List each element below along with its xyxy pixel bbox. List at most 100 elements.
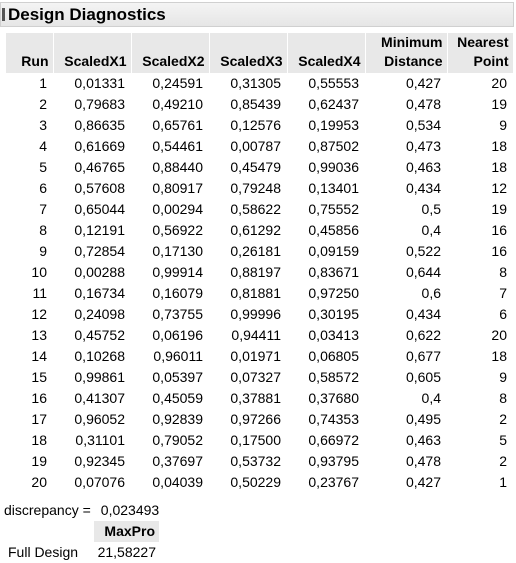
col-header-nearest-point[interactable]: Nearest Point bbox=[447, 33, 514, 73]
nearest-point-cell: 8 bbox=[499, 264, 507, 280]
table-row: 11 0,16734 0,16079 0,81881 0,97250 0,6 7 bbox=[6, 283, 513, 304]
col-header-scaledx2[interactable]: ScaledX2 bbox=[131, 33, 210, 73]
maxpro-value: 21,58227 bbox=[97, 544, 156, 560]
maxpro-header[interactable]: MaxPro bbox=[94, 521, 159, 542]
maxpro-table: MaxPro Full Design 21,58227 bbox=[6, 521, 159, 563]
table-row: 9 0,72854 0,17130 0,26181 0,09159 0,522 16 bbox=[6, 241, 513, 262]
col-header-nearest-line2: Point bbox=[473, 53, 509, 69]
col-header-minimum-line1: Minimum bbox=[381, 34, 443, 50]
table-row: 14 0,10268 0,96011 0,01971 0,06805 0,677 18 bbox=[6, 346, 513, 367]
run-cell: 14 bbox=[31, 348, 47, 364]
run-cell: 20 bbox=[31, 474, 47, 490]
nearest-point-cell: 6 bbox=[499, 306, 507, 322]
scaledx2-cell: 0,37697 bbox=[152, 453, 203, 469]
scaledx1-cell: 0,41307 bbox=[74, 390, 125, 406]
minimum-distance-cell: 0,434 bbox=[405, 180, 441, 196]
nearest-point-cell: 9 bbox=[499, 117, 507, 133]
col-header-run[interactable]: Run bbox=[6, 33, 54, 73]
col-header-scaledx1[interactable]: ScaledX1 bbox=[53, 33, 132, 73]
table-row: 5 0,46765 0,88440 0,45479 0,99036 0,463 18 bbox=[6, 157, 513, 178]
table-header-row: Run ScaledX1 ScaledX2 ScaledX3 ScaledX4 … bbox=[6, 33, 514, 73]
scaledx3-cell: 0,99996 bbox=[230, 306, 281, 322]
nearest-point-cell: 1 bbox=[499, 474, 507, 490]
scaledx2-cell: 0,96011 bbox=[153, 348, 203, 364]
minimum-distance-cell: 0,473 bbox=[405, 138, 441, 154]
col-header-scaledx3[interactable]: ScaledX3 bbox=[209, 33, 288, 73]
scaledx3-cell: 0,97266 bbox=[230, 411, 281, 427]
table-row: 3 0,86635 0,65761 0,12576 0,19953 0,534 9 bbox=[6, 115, 513, 136]
discrepancy-label: discrepancy = bbox=[4, 502, 91, 518]
scaledx3-cell: 0,07327 bbox=[230, 369, 281, 385]
scaledx1-cell: 0,12191 bbox=[74, 222, 125, 238]
minimum-distance-cell: 0,622 bbox=[405, 327, 441, 343]
table-row: 16 0,41307 0,45059 0,37881 0,37680 0,4 8 bbox=[6, 388, 513, 409]
scaledx1-cell: 0,07076 bbox=[74, 474, 125, 490]
scaledx1-cell: 0,79683 bbox=[74, 96, 125, 112]
scaledx3-cell: 0,01971 bbox=[230, 348, 281, 364]
scaledx3-cell: 0,94411 bbox=[231, 327, 281, 343]
scaledx3-cell: 0,50229 bbox=[230, 474, 281, 490]
nearest-point-cell: 7 bbox=[499, 285, 507, 301]
run-cell: 8 bbox=[39, 222, 47, 238]
diagnostics-table: Run ScaledX1 ScaledX2 ScaledX3 ScaledX4 … bbox=[6, 33, 514, 493]
nearest-point-cell: 2 bbox=[499, 453, 507, 469]
scaledx2-cell: 0,24591 bbox=[152, 75, 203, 91]
run-cell: 6 bbox=[39, 180, 47, 196]
run-cell: 10 bbox=[31, 264, 47, 280]
col-header-nearest-line1: Nearest bbox=[457, 34, 509, 50]
table-row: 19 0,92345 0,37697 0,53732 0,93795 0,478 2 bbox=[6, 451, 513, 472]
scaledx2-cell: 0,54461 bbox=[152, 138, 203, 154]
discrepancy-line: discrepancy = 0,023493 bbox=[4, 500, 159, 520]
nearest-point-cell: 18 bbox=[491, 138, 507, 154]
run-cell: 4 bbox=[39, 138, 47, 154]
scaledx4-cell: 0,06805 bbox=[308, 348, 359, 364]
scaledx2-cell: 0,79052 bbox=[152, 432, 203, 448]
run-cell: 13 bbox=[31, 327, 47, 343]
scaledx1-cell: 0,31101 bbox=[75, 432, 125, 448]
col-header-scaledx4[interactable]: ScaledX4 bbox=[287, 33, 366, 73]
minimum-distance-cell: 0,605 bbox=[405, 369, 441, 385]
minimum-distance-cell: 0,463 bbox=[405, 432, 441, 448]
nearest-point-cell: 16 bbox=[491, 222, 507, 238]
run-cell: 19 bbox=[31, 453, 47, 469]
maxpro-row-label: Full Design bbox=[8, 544, 79, 560]
run-cell: 11 bbox=[32, 285, 47, 301]
scaledx4-cell: 0,74353 bbox=[308, 411, 359, 427]
scaledx2-cell: 0,04039 bbox=[152, 474, 203, 490]
minimum-distance-cell: 0,427 bbox=[405, 75, 441, 91]
run-cell: 7 bbox=[39, 201, 47, 217]
minimum-distance-cell: 0,495 bbox=[405, 411, 441, 427]
nearest-point-cell: 19 bbox=[491, 201, 507, 217]
nearest-point-cell: 9 bbox=[499, 369, 507, 385]
minimum-distance-cell: 0,534 bbox=[405, 117, 441, 133]
scaledx3-cell: 0,31305 bbox=[230, 75, 281, 91]
scaledx1-cell: 0,00288 bbox=[74, 264, 125, 280]
scaledx2-cell: 0,56922 bbox=[152, 222, 203, 238]
run-cell: 12 bbox=[31, 306, 47, 322]
scaledx4-cell: 0,75552 bbox=[308, 201, 359, 217]
minimum-distance-cell: 0,522 bbox=[405, 243, 441, 259]
table-row: 12 0,24098 0,73755 0,99996 0,30195 0,434 6 bbox=[6, 304, 513, 325]
scaledx4-cell: 0,19953 bbox=[308, 117, 359, 133]
minimum-distance-cell: 0,478 bbox=[405, 96, 441, 112]
scaledx2-cell: 0,06196 bbox=[152, 327, 203, 343]
scaledx2-cell: 0,65761 bbox=[152, 117, 203, 133]
disclosure-icon[interactable] bbox=[2, 8, 5, 21]
col-header-minimum-distance[interactable]: Minimum Distance bbox=[365, 33, 448, 73]
scaledx1-cell: 0,72854 bbox=[74, 243, 125, 259]
minimum-distance-cell: 0,644 bbox=[405, 264, 441, 280]
scaledx1-cell: 0,46765 bbox=[74, 159, 125, 175]
scaledx1-cell: 0,16734 bbox=[74, 285, 125, 301]
scaledx3-cell: 0,17500 bbox=[230, 432, 281, 448]
table-row: 8 0,12191 0,56922 0,61292 0,45856 0,4 16 bbox=[6, 220, 513, 241]
scaledx3-cell: 0,61292 bbox=[230, 222, 281, 238]
scaledx2-cell: 0,92839 bbox=[152, 411, 203, 427]
nearest-point-cell: 2 bbox=[499, 411, 507, 427]
nearest-point-cell: 16 bbox=[491, 243, 507, 259]
nearest-point-cell: 18 bbox=[491, 348, 507, 364]
scaledx2-cell: 0,73755 bbox=[152, 306, 203, 322]
scaledx4-cell: 0,62437 bbox=[308, 96, 359, 112]
scaledx3-cell: 0,85439 bbox=[230, 96, 281, 112]
outline-header[interactable]: Design Diagnostics bbox=[0, 2, 514, 27]
scaledx3-cell: 0,79248 bbox=[230, 180, 281, 196]
